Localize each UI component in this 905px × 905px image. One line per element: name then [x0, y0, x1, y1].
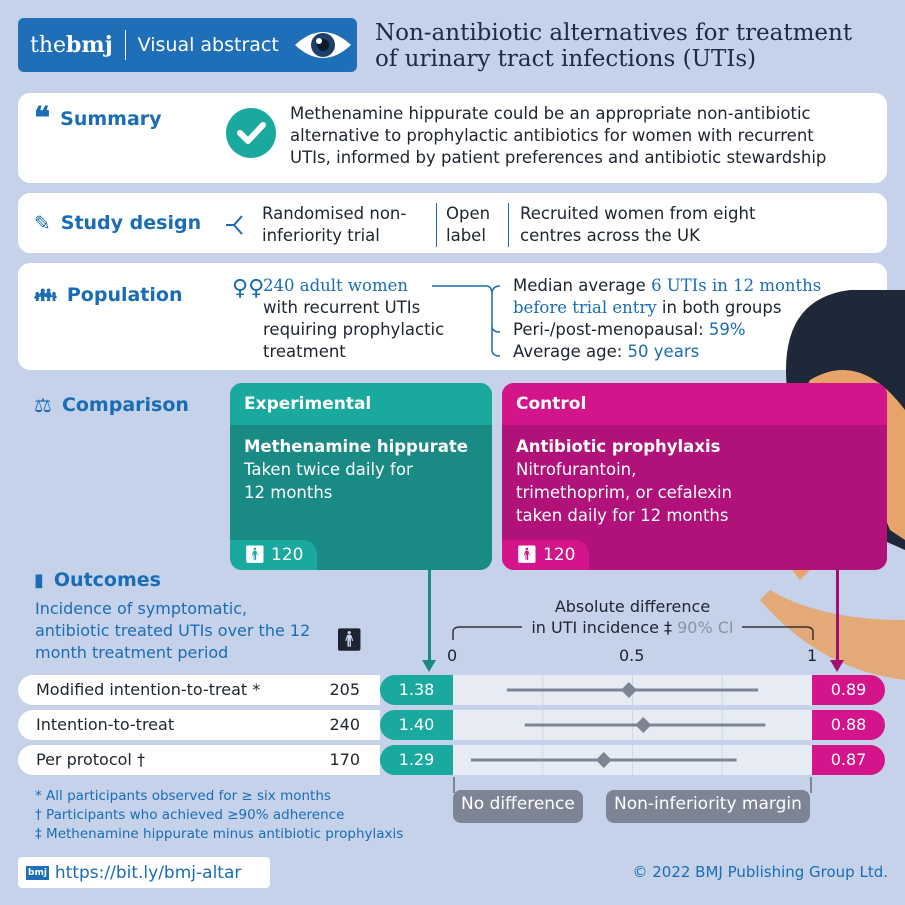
forest-plot-row — [453, 710, 812, 740]
outcome-label: Modified intention-to-treat * 205 — [18, 675, 380, 705]
experimental-header: Experimental — [230, 383, 492, 425]
bmj-logo: thebmj — [30, 32, 113, 58]
experimental-value: 1.38 — [380, 675, 453, 705]
experimental-n: 🚹︎ 120 — [230, 540, 318, 570]
no-difference-label: No difference — [453, 790, 583, 823]
experimental-value: 1.40 — [380, 710, 453, 740]
url-link[interactable]: bmj https://bit.ly/bmj-altar — [18, 857, 270, 888]
control-desc: Nitrofurantoin, trimethoprim, or cefalex… — [516, 460, 733, 525]
outcomes-label: ▮ Outcomes — [34, 569, 161, 591]
experimental-value: 1.29 — [380, 745, 453, 775]
estimate-diamond — [595, 752, 612, 768]
non-inferiority-margin-label: Non-inferiority margin — [606, 790, 810, 823]
control-arrow — [836, 570, 839, 665]
visual-abstract-label: Visual abstract — [137, 34, 279, 56]
outcomes-desc: Incidence of symptomatic, antibiotic tre… — [35, 599, 311, 662]
axis-title: Absolute difference in UTI incidence ‡ 9… — [531, 597, 734, 637]
experimental-arm-card: Experimental Methenamine hippurate Taken… — [230, 383, 492, 570]
outcome-label: Per protocol † 170 — [18, 745, 380, 775]
experimental-arrow — [428, 570, 431, 665]
check-icon — [226, 108, 276, 158]
estimate-diamond — [620, 682, 637, 698]
summary-card — [18, 93, 887, 183]
experimental-drug: Methenamine hippurate — [244, 437, 468, 456]
eye-icon — [294, 32, 351, 58]
estimate-diamond — [635, 717, 652, 733]
control-drug: Antibiotic prophylaxis — [516, 437, 721, 456]
summary-text: Methenamine hippurate could be an approp… — [290, 104, 827, 167]
outcome-row: Intention-to-treat 240 1.40 0.88 — [18, 710, 885, 740]
population-label: 👪︎ Population — [34, 284, 183, 306]
header-badge: thebmj Visual abstract — [18, 18, 357, 72]
tick-0-5: 0.5 — [619, 646, 645, 665]
population-bracket — [432, 285, 501, 357]
experimental-desc: Taken twice daily for 12 months — [244, 460, 413, 502]
copyright: © 2022 BMJ Publishing Group Ltd. — [632, 863, 888, 881]
control-arm-card: Control Antibiotic prophylaxis Nitrofura… — [502, 383, 887, 570]
person-icon: 🚹︎ — [335, 628, 363, 653]
tick-1: 1 — [807, 646, 818, 665]
page-title: Non-antibiotic alternatives for treatmen… — [375, 20, 853, 72]
women-icon: ♀♀ — [232, 276, 265, 301]
bmj-logo-small: bmj — [26, 865, 49, 880]
design-open-label: Open label — [446, 204, 491, 245]
forest-plot-row — [453, 745, 812, 775]
people-icon: 👪︎ — [34, 284, 57, 306]
control-n: 🚹︎ 120 — [502, 540, 590, 570]
quote-icon: ❝ — [34, 101, 51, 136]
pencil-icon: ✎ — [34, 211, 51, 235]
outcome-row: Per protocol † 170 1.29 0.87 — [18, 745, 885, 775]
outcome-row: Modified intention-to-treat * 205 1.38 0.… — [18, 675, 885, 705]
control-value: 0.88 — [812, 710, 885, 740]
forest-plot-row — [453, 675, 812, 705]
scales-icon: ⚖ — [34, 393, 52, 417]
population-details: Median average 6 UTIs in 12 months befor… — [513, 276, 822, 361]
axis-bracket — [452, 626, 814, 640]
design-recruited: Recruited women from eight centres acros… — [520, 204, 756, 245]
tick-0: 0 — [447, 646, 458, 665]
control-header: Control — [502, 383, 887, 425]
bar-chart-icon: ▮ — [34, 569, 44, 591]
control-value: 0.89 — [812, 675, 885, 705]
design-randomised: Randomised non-inferiority trial — [262, 204, 407, 245]
footnotes: * All participants observed for ≥ six mo… — [35, 788, 404, 842]
summary-label: ❝ Summary — [34, 101, 162, 136]
outcome-n: 205 — [329, 680, 360, 699]
population-desc: 240 adult women with recurrent UTIs requi… — [263, 276, 445, 361]
branch-icon — [226, 215, 243, 235]
study-design-card — [18, 193, 887, 253]
outcome-n: 170 — [329, 750, 360, 769]
outcome-label: Intention-to-treat 240 — [18, 710, 380, 740]
study-design-label: ✎ Study design — [34, 211, 202, 235]
outcome-n: 240 — [329, 715, 360, 734]
comparison-label: ⚖ Comparison — [34, 393, 189, 417]
population-card — [18, 263, 887, 370]
control-value: 0.87 — [812, 745, 885, 775]
